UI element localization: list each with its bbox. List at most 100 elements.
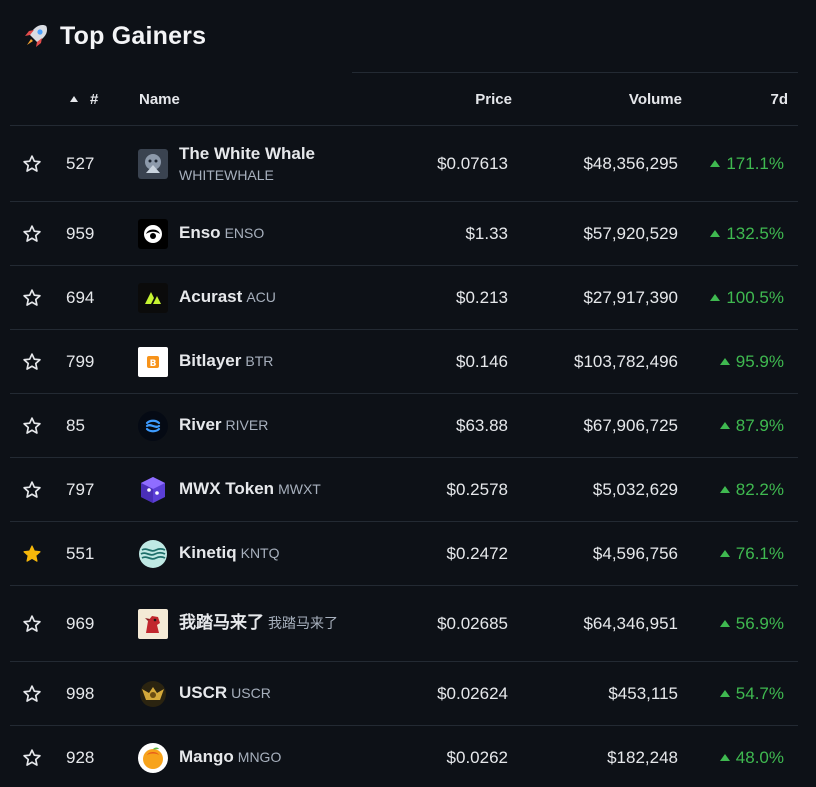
coin-name-cell[interactable]: USCR USCR [179, 662, 354, 725]
watchlist-star-icon[interactable] [22, 126, 42, 201]
sort-ascending-icon [70, 96, 78, 102]
white-whale-logo [138, 126, 170, 201]
coin-name-cell[interactable]: Kinetiq KNTQ [179, 522, 354, 585]
volume-cell: $103,782,496 [574, 351, 678, 371]
svg-text:B: B [150, 359, 157, 369]
change-cell: 82.2% [719, 458, 784, 521]
watchlist-star-icon[interactable] [22, 202, 42, 265]
rank-cell: 799 [66, 351, 95, 371]
coin-name-cell[interactable]: Acurast ACU [179, 266, 354, 329]
coin-name-cell[interactable]: MWX Token MWXT [179, 458, 354, 521]
coin-name: Bitlayer [179, 351, 242, 371]
volume-cell: $5,032,629 [592, 479, 678, 499]
change-value: 100.5% [726, 287, 784, 307]
change-value: 48.0% [735, 747, 784, 767]
watchlist-star-icon[interactable] [22, 662, 42, 725]
coin-name: Kinetiq [179, 543, 237, 563]
rank-cell: 797 [66, 479, 95, 499]
coin-symbol: 我踏马来了 [268, 615, 338, 632]
rank-cell: 85 [66, 415, 85, 435]
coin-symbol: BTR [245, 353, 274, 370]
coin-name-cell[interactable]: Bitlayer BTR [179, 330, 354, 393]
watchlist-star-icon[interactable] [22, 394, 42, 457]
change-cell: 100.5% [710, 266, 784, 329]
coin-symbol: ACU [246, 289, 276, 306]
change-value: 76.1% [735, 543, 784, 563]
watchlist-star-icon[interactable] [22, 726, 42, 787]
rank-column-header[interactable]: # [70, 73, 98, 125]
coin-symbol: ENSO [224, 225, 265, 242]
bitlayer-logo: B [138, 330, 170, 393]
coin-symbol: USCR [231, 685, 271, 702]
river-logo [138, 394, 170, 457]
coin-name-cell[interactable]: 我踏马来了 我踏马来了 [179, 586, 354, 661]
price-cell: $0.07613 [437, 153, 508, 173]
volume-column-header[interactable]: Volume [629, 73, 682, 125]
rank-cell: 928 [66, 747, 95, 767]
coin-name-cell[interactable]: Mango MNGO [179, 726, 354, 787]
mango-logo [138, 726, 170, 787]
watchlist-star-filled-icon[interactable] [22, 522, 42, 585]
acurast-logo [138, 266, 170, 329]
watchlist-star-icon[interactable] [22, 458, 42, 521]
table-row[interactable]: 969 我踏马来了 我踏马来了 $0.02685 $64,346,951 56.9… [10, 586, 798, 662]
table-row[interactable]: 928 Mango MNGO $0.0262 $182,248 48.0% [10, 726, 798, 787]
coin-symbol: MWXT [278, 481, 321, 498]
name-column-header[interactable]: Name [139, 73, 180, 125]
rank-cell: 969 [66, 613, 95, 633]
caret-up-icon [719, 754, 730, 761]
change-header-label: 7d [770, 90, 788, 108]
watchlist-star-icon[interactable] [22, 330, 42, 393]
table-row[interactable]: 551 Kinetiq KNTQ $0.2472 $4,596,756 76.1% [10, 522, 798, 586]
table-row[interactable]: 694 Acurast ACU $0.213 $27,917,390 100.5% [10, 266, 798, 330]
coin-symbol: KNTQ [240, 545, 280, 562]
coin-name: River [179, 415, 222, 435]
caret-up-icon [710, 294, 721, 301]
enso-logo [138, 202, 170, 265]
coin-symbol: MNGO [237, 749, 282, 766]
name-header-label: Name [139, 90, 180, 108]
table-row[interactable]: 959 Enso ENSO $1.33 $57,920,529 132.5% [10, 202, 798, 266]
caret-up-icon [710, 160, 721, 167]
caret-up-icon [719, 620, 730, 627]
change-value: 54.7% [735, 683, 784, 703]
coin-name: 我踏马来了 [179, 613, 264, 633]
rank-cell: 694 [66, 287, 95, 307]
gainers-table: 527 The White Whale WHITEWHALE $0.07613 … [10, 126, 798, 787]
change-cell: 48.0% [719, 726, 784, 787]
volume-cell: $67,906,725 [583, 415, 678, 435]
table-row[interactable]: 799 B Bitlayer BTR $0.146 $103,782,496 95… [10, 330, 798, 394]
change-7d-column-header[interactable]: 7d [770, 73, 788, 125]
caret-up-icon [719, 422, 730, 429]
price-cell: $1.33 [465, 223, 508, 243]
price-cell: $0.02685 [437, 613, 508, 633]
change-cell: 56.9% [719, 586, 784, 661]
coin-name-cell[interactable]: Enso ENSO [179, 202, 354, 265]
table-row[interactable]: 527 The White Whale WHITEWHALE $0.07613 … [10, 126, 798, 202]
price-cell: $0.02624 [437, 683, 508, 703]
change-cell: 87.9% [719, 394, 784, 457]
table-row[interactable]: 998 USCR USCR $0.02624 $453,115 54.7% [10, 662, 798, 726]
coin-name-cell[interactable]: The White Whale WHITEWHALE [179, 126, 354, 201]
watchlist-star-icon[interactable] [22, 266, 42, 329]
uscr-logo [138, 662, 170, 725]
table-row[interactable]: 85 River RIVER $63.88 $67,906,725 87.9% [10, 394, 798, 458]
volume-cell: $64,346,951 [583, 613, 678, 633]
coin-name: Acurast [179, 287, 243, 307]
table-row[interactable]: 797 MWX Token MWXT $0.2578 $5,032,629 82.… [10, 458, 798, 522]
coin-name-cell[interactable]: River RIVER [179, 394, 354, 457]
rocket-icon [25, 25, 47, 47]
change-cell: 54.7% [719, 662, 784, 725]
coin-name: USCR [179, 683, 228, 703]
volume-cell: $182,248 [607, 747, 678, 767]
coin-name: The White Whale [179, 143, 315, 163]
watchlist-star-icon[interactable] [22, 586, 42, 661]
change-cell: 132.5% [710, 202, 784, 265]
rank-cell: 959 [66, 223, 95, 243]
change-cell: 76.1% [719, 522, 784, 585]
coin-symbol: WHITEWHALE [179, 166, 274, 183]
volume-cell: $48,356,295 [583, 153, 678, 173]
price-column-header[interactable]: Price [475, 73, 512, 125]
change-value: 87.9% [735, 415, 784, 435]
change-value: 171.1% [726, 153, 784, 173]
